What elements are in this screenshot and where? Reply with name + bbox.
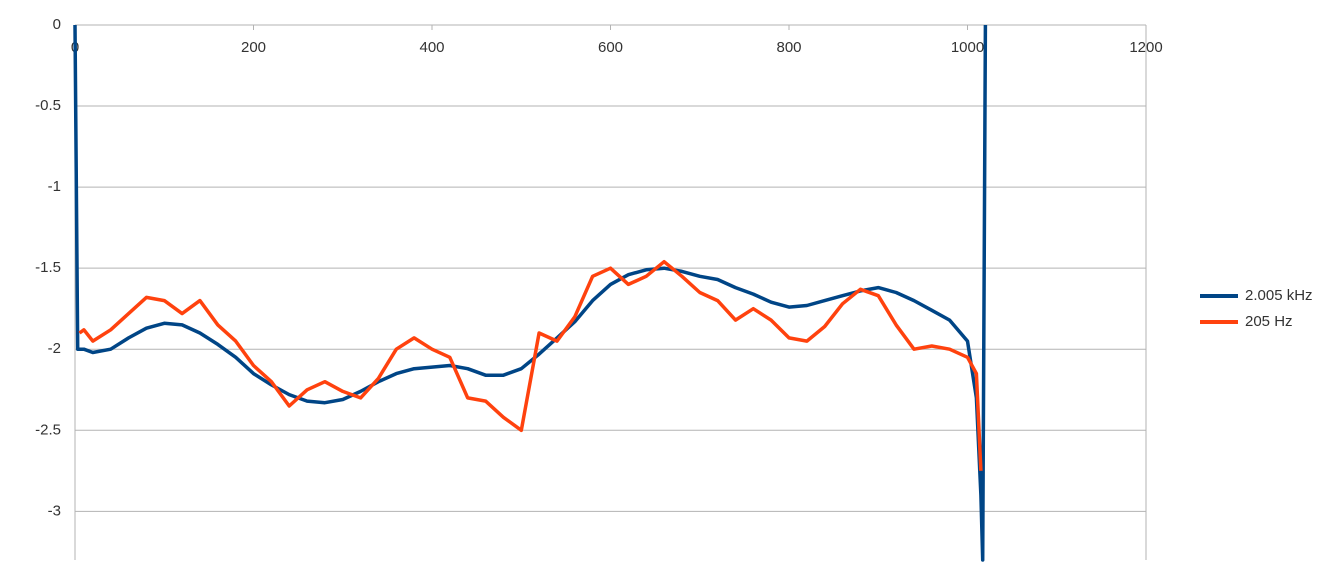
data-line	[73, 24, 988, 562]
x-tick-label: 600	[598, 39, 623, 56]
y-tick-label: -1.5	[35, 259, 61, 276]
y-tick-label: -2	[48, 340, 61, 357]
y-tick-label: -0.5	[35, 97, 61, 114]
y-tick-label: -1	[48, 178, 61, 195]
legend-label: 205 Hz	[1245, 313, 1293, 330]
y-tick-label: -3	[48, 502, 61, 519]
x-tick-label: 200	[241, 39, 266, 56]
data-line	[78, 259, 983, 471]
legend-label: 2.005 kHz	[1245, 287, 1313, 304]
y-tick-label: -2.5	[35, 421, 61, 438]
x-tick-label: 1000	[951, 39, 984, 56]
x-tick-label: 400	[419, 39, 444, 56]
y-tick-label: 0	[53, 16, 61, 33]
x-tick-label: 1200	[1129, 39, 1162, 56]
x-tick-label: 800	[776, 39, 801, 56]
